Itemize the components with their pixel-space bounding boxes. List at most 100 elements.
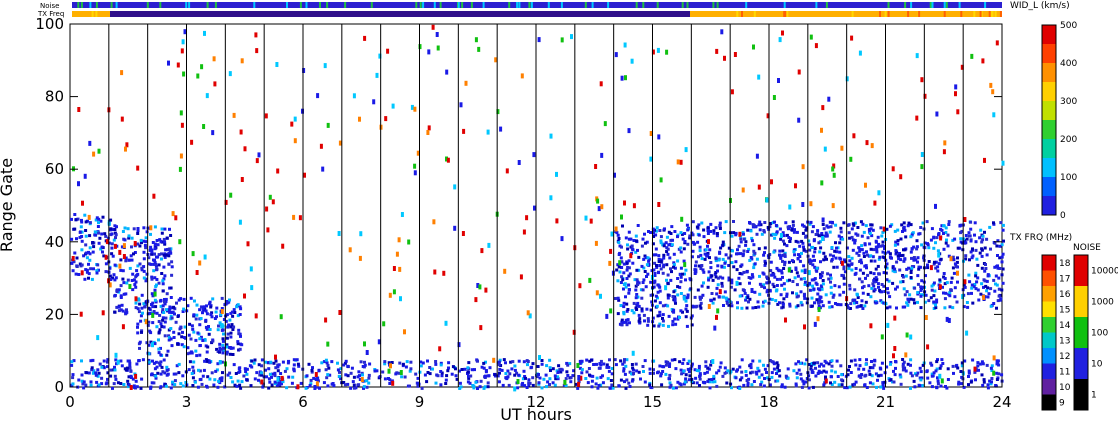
- data-point: [472, 386, 476, 390]
- data-point: [903, 257, 907, 261]
- noise-bar-mark: [89, 2, 92, 8]
- data-point: [995, 283, 999, 287]
- data-point: [326, 341, 330, 347]
- data-point: [862, 255, 866, 258]
- data-point: [910, 374, 914, 378]
- data-point: [540, 359, 544, 362]
- data-point: [833, 249, 837, 253]
- data-point: [772, 250, 776, 254]
- data-point: [506, 369, 510, 373]
- data-point: [627, 381, 631, 385]
- data-point: [778, 37, 782, 43]
- data-point: [190, 139, 194, 145]
- data-point: [870, 143, 874, 149]
- data-point: [248, 364, 252, 368]
- data-point: [167, 60, 170, 66]
- data-point: [517, 359, 521, 363]
- data-point: [89, 359, 93, 363]
- data-point: [858, 268, 862, 272]
- data-point: [757, 305, 761, 309]
- data-point: [895, 285, 899, 289]
- data-point: [275, 383, 279, 387]
- data-point: [750, 383, 754, 387]
- data-point: [980, 373, 984, 377]
- data-point: [652, 268, 656, 272]
- data-point: [709, 261, 713, 264]
- data-point: [620, 323, 624, 327]
- data-point: [538, 355, 541, 360]
- data-point: [936, 265, 940, 269]
- data-point: [186, 304, 190, 308]
- data-point: [709, 363, 713, 367]
- data-point: [627, 259, 631, 263]
- data-point: [723, 231, 727, 235]
- data-point: [427, 49, 431, 55]
- data-point: [260, 358, 264, 362]
- data-point: [124, 256, 128, 260]
- data-point: [285, 386, 289, 390]
- data-point: [292, 214, 296, 220]
- data-point: [829, 381, 832, 385]
- data-point: [718, 250, 722, 254]
- data-point: [813, 250, 817, 254]
- data-point: [298, 215, 302, 221]
- data-point: [714, 271, 718, 274]
- data-point: [818, 297, 822, 301]
- data-point: [755, 257, 759, 261]
- data-point: [967, 273, 971, 277]
- data-point: [649, 308, 653, 312]
- data-point: [672, 290, 676, 294]
- data-point: [221, 371, 224, 375]
- noise-bar: [72, 2, 1002, 8]
- data-point: [945, 281, 949, 285]
- data-point: [150, 372, 154, 376]
- data-point: [948, 291, 952, 295]
- txfreq-bar-mark: [979, 11, 982, 17]
- data-point: [277, 363, 281, 367]
- data-point: [659, 260, 663, 264]
- data-point: [865, 140, 869, 146]
- data-point: [736, 306, 739, 310]
- data-point: [191, 365, 195, 369]
- data-point: [221, 348, 225, 352]
- data-point: [801, 223, 804, 227]
- data-point: [893, 373, 897, 377]
- data-point: [747, 300, 750, 304]
- noise-bar-mark: [887, 2, 890, 8]
- data-point: [758, 220, 762, 224]
- data-point: [943, 282, 947, 286]
- data-point: [810, 304, 814, 308]
- txfreq-bar-mark: [980, 11, 983, 17]
- data-point: [270, 375, 273, 379]
- data-point: [238, 383, 242, 387]
- data-point: [232, 363, 236, 367]
- data-point: [336, 368, 340, 372]
- data-point: [88, 234, 92, 238]
- data-point: [770, 360, 774, 364]
- data-point: [632, 372, 635, 375]
- data-point: [949, 256, 953, 262]
- data-point: [909, 276, 913, 279]
- data-point: [646, 256, 650, 260]
- data-point: [110, 246, 114, 250]
- data-point: [836, 375, 840, 378]
- data-point: [653, 279, 657, 283]
- data-point: [755, 232, 759, 236]
- data-point: [860, 244, 864, 248]
- data-point: [900, 223, 904, 227]
- data-point: [80, 220, 84, 224]
- data-point: [659, 177, 663, 183]
- data-point: [373, 369, 377, 373]
- data-point: [106, 365, 109, 369]
- data-point: [709, 222, 713, 226]
- data-point: [857, 367, 861, 371]
- data-point: [681, 361, 685, 365]
- data-point: [874, 245, 878, 249]
- width-colorbar-swatch: [1042, 44, 1056, 64]
- data-point: [591, 374, 595, 378]
- data-point: [788, 239, 792, 243]
- data-point: [742, 232, 745, 236]
- data-point: [238, 305, 242, 309]
- txfreq-colorbar-tick: 18: [1059, 259, 1071, 269]
